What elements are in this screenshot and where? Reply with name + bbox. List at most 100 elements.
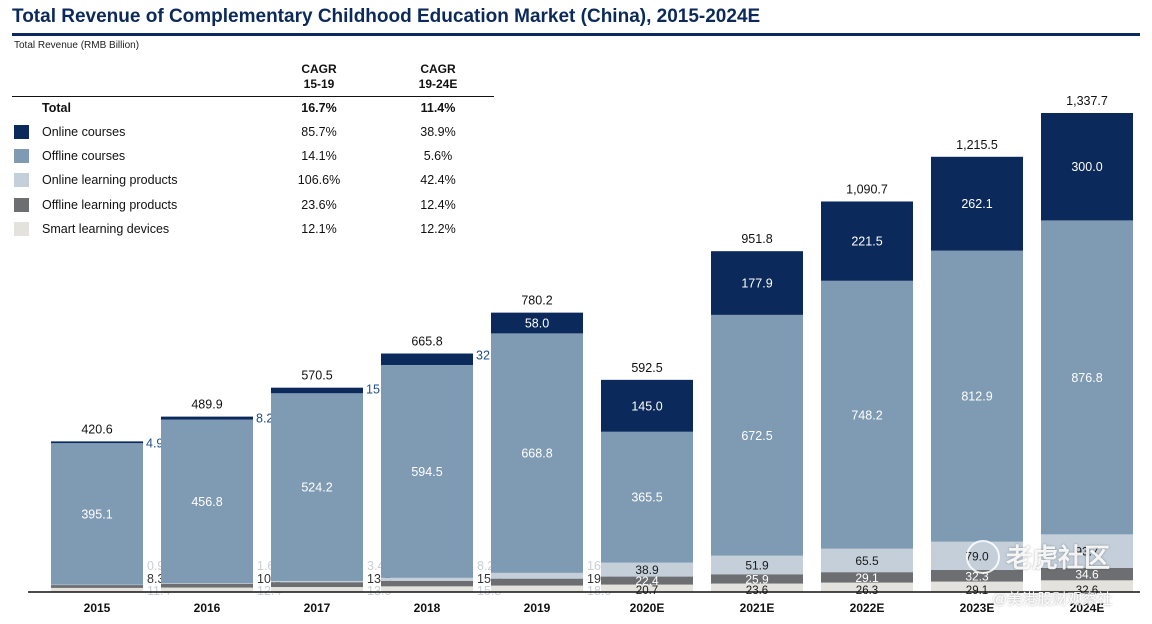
legend-cagr-19-24e: 12.2% (420, 221, 456, 236)
bar-segment (51, 584, 143, 588)
data-label: 93.7 (1075, 545, 1099, 559)
bar-segment (711, 314, 803, 556)
legend-label: Offline learning products (42, 197, 178, 212)
data-label: 51.9 (745, 558, 769, 572)
cagr-header-15-19: CAGR 15-19 (279, 62, 359, 92)
data-label: 395.1 (81, 507, 112, 521)
cagr-header-19-24e: CAGR 19-24E (398, 62, 478, 92)
x-tick-label: 2018 (414, 601, 441, 615)
bar-segment (711, 251, 803, 315)
total-label: 780.2 (521, 294, 552, 308)
bar-segment (161, 587, 253, 592)
legend-row: Offline courses 14.1% 5.6% (12, 146, 492, 166)
data-label: 32.6 (1076, 585, 1098, 597)
total-label: 1,090.7 (846, 182, 888, 196)
bar-segment (161, 419, 253, 584)
legend-total-cagr-19-24e: 11.4% (420, 101, 456, 115)
bar-segment (161, 583, 253, 584)
legend-row: Offline learning products 23.6% 12.4% (12, 195, 492, 215)
total-label: 592.5 (631, 361, 662, 375)
bar-segment (711, 574, 803, 584)
x-tick-label: 2019 (524, 601, 551, 615)
total-label: 489.9 (191, 398, 222, 412)
legend-swatch (14, 173, 29, 188)
x-tick-label: 2022E (850, 601, 885, 615)
x-tick-label: 2017 (304, 601, 331, 615)
legend-label: Smart learning devices (42, 221, 170, 236)
bar-segment (491, 572, 583, 579)
bar-segment (491, 312, 583, 334)
bar-segment (1041, 567, 1133, 581)
legend-cagr-15-19: 85.7% (301, 125, 337, 139)
bar-segment (711, 583, 803, 592)
legend-row: Smart learning devices 12.1% 12.2% (12, 219, 492, 239)
watermark-text: 老虎社区 (1006, 543, 1111, 573)
legend-label: Offline courses (42, 149, 126, 164)
bar-segment (601, 576, 693, 585)
bar-segment (381, 364, 473, 578)
data-label: 748.2 (851, 408, 882, 422)
bar-segment (931, 570, 1023, 582)
legend-swatch (14, 221, 29, 236)
data-label: 812.9 (961, 390, 992, 404)
data-label: 668.8 (521, 447, 552, 461)
data-label: 0.9 (147, 559, 164, 573)
bar-segment (491, 585, 583, 592)
data-label: 34.6 (1075, 568, 1099, 582)
data-label: 365.5 (631, 491, 662, 505)
bar-segment (381, 353, 473, 365)
total-label: 570.5 (301, 369, 332, 383)
legend-cagr-19-24e: 42.4% (420, 173, 456, 188)
chart-subtitle: Total Revenue (RMB Billion) (14, 40, 140, 51)
bar-segment (1041, 220, 1133, 535)
data-label: 300.0 (1071, 160, 1102, 174)
x-tick-label: 2024E (1070, 601, 1105, 615)
bar-segment (931, 581, 1023, 592)
bar-segment (601, 431, 693, 563)
x-tick-label: 2015 (84, 601, 111, 615)
bar-segment (51, 441, 143, 444)
data-label: 26.3 (856, 585, 878, 597)
bar-segment (271, 393, 363, 581)
data-label: 8.2 (477, 559, 494, 573)
data-label: 22.4 (635, 574, 659, 588)
watermark-subtext: @美港股财观察社 (992, 591, 1113, 608)
legend-total-label: Total (42, 101, 71, 115)
bar-segment (931, 250, 1023, 542)
bar-segment (1041, 113, 1133, 221)
cagr-header-19-24e-text: CAGR 19-24E (418, 62, 458, 91)
legend-label: Online courses (42, 125, 126, 139)
bar-segment (601, 584, 693, 592)
total-label: 420.6 (81, 422, 112, 436)
data-label: 3.4 (367, 559, 384, 573)
legend-label: Online learning products (42, 173, 178, 188)
watermark-logo-icon (966, 540, 1000, 574)
total-label: 1,215.5 (956, 138, 998, 152)
data-label: 177.9 (741, 277, 772, 291)
legend-cagr-15-19: 14.1% (301, 149, 337, 164)
bar-segment (51, 584, 143, 586)
data-label: 262.1 (961, 197, 992, 211)
data-label: 25.9 (745, 572, 769, 586)
legend-divider (12, 96, 494, 97)
x-tick-label: 2023E (960, 601, 995, 615)
bar-segment (491, 578, 583, 586)
bar-segment (381, 577, 473, 581)
legend-total-cagr-15-19: 16.7% (301, 101, 337, 115)
legend-cagr-15-19: 23.6% (301, 197, 337, 212)
data-label: 8.2 (256, 412, 273, 426)
total-label: 1,337.7 (1066, 94, 1108, 108)
data-label: 145.0 (631, 399, 662, 413)
data-label: 221.5 (851, 235, 882, 249)
data-label: 524.2 (301, 481, 332, 495)
bar-segment (1041, 534, 1133, 568)
data-label: 876.8 (1071, 371, 1102, 385)
total-label: 665.8 (411, 335, 442, 349)
bar-segment (601, 562, 693, 577)
data-label: 456.8 (191, 495, 222, 509)
data-label: 58.0 (525, 317, 549, 331)
legend-row-total: Total 16.7% 11.4% (12, 98, 492, 118)
bar-segment (51, 587, 143, 592)
data-label: 594.5 (411, 465, 442, 479)
